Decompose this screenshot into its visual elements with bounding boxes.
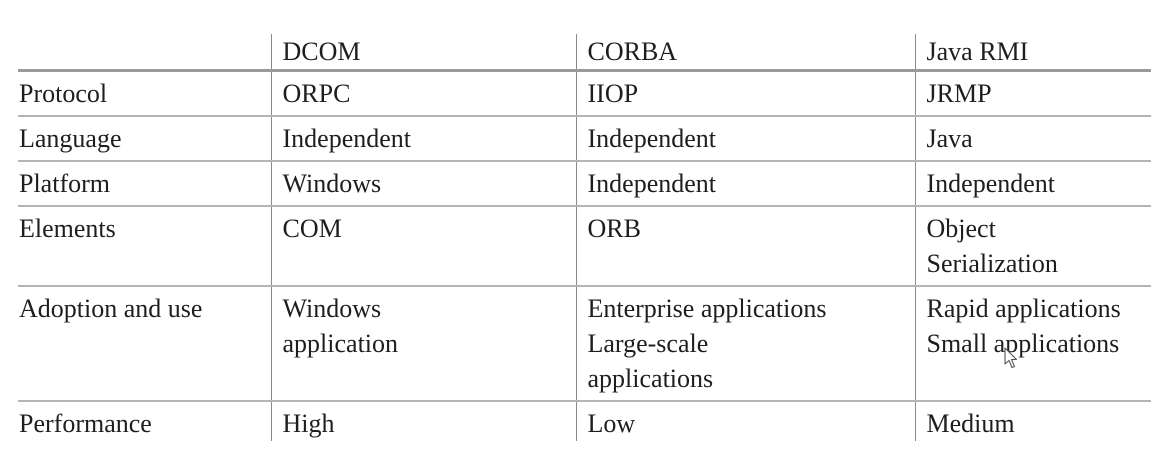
table-cell: Windows — [270, 161, 576, 207]
table-row-protocol: Protocol ORPC IIOP JRMP — [18, 70, 1151, 117]
table-cell: COM — [270, 206, 576, 287]
table-row-language: Language Independent Independent Java — [18, 116, 1151, 162]
table-cell: Medium — [914, 401, 1151, 441]
table-cell: ORPC — [270, 70, 576, 117]
header-row: DCOM CORBA Java RMI — [18, 34, 1151, 72]
row-label: Adoption and use — [18, 286, 271, 402]
table-cell: Low — [575, 401, 915, 441]
row-label: Platform — [18, 161, 271, 207]
table-cell: Independent — [270, 116, 576, 162]
table-cell: High — [270, 401, 576, 441]
table-cell: JRMP — [914, 70, 1151, 117]
table-cell: Enterprise applications Large-scale appl… — [575, 286, 915, 402]
table-row-adoption: Adoption and use Windows application Ent… — [18, 286, 1151, 402]
table-row-elements: Elements COM ORB Object Serialization — [18, 206, 1151, 287]
table-cell: Java — [914, 116, 1151, 162]
header-cell-empty — [18, 34, 271, 72]
table-row-platform: Platform Windows Independent Independent — [18, 161, 1151, 207]
table-cell: IIOP — [575, 70, 915, 117]
comparison-table: DCOM CORBA Java RMI Protocol ORPC IIOP J… — [18, 34, 1151, 441]
row-label: Performance — [19, 409, 152, 438]
table-cell: Object Serialization — [914, 206, 1151, 287]
table-row-performance: Performance High Low Medium — [18, 401, 1151, 441]
header-cell-java-rmi: Java RMI — [914, 34, 1151, 72]
table-cell: Windows application — [270, 286, 576, 402]
table-cell: Independent — [575, 116, 915, 162]
table-cell: Independent — [575, 161, 915, 207]
header-cell-dcom: DCOM — [270, 34, 576, 72]
header-cell-corba: CORBA — [575, 34, 915, 72]
row-label: Elements — [18, 206, 271, 287]
mouse-pointer-icon — [1004, 347, 1018, 369]
row-label: Protocol — [18, 70, 271, 117]
table-cell: Rapid applications Small applications — [914, 286, 1151, 402]
table-cell: ORB — [575, 206, 915, 287]
table-cell: Independent — [914, 161, 1151, 207]
row-label: Language — [18, 116, 271, 162]
